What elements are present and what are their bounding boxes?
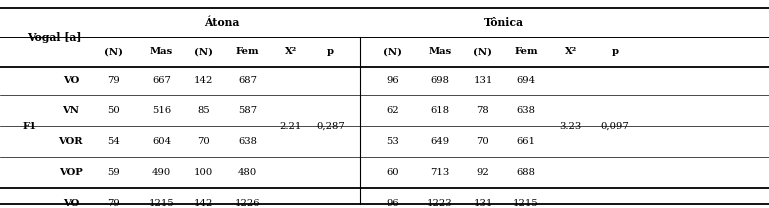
Text: 604: 604 [152,137,171,146]
Text: Átona: Átona [205,17,240,28]
Text: (N): (N) [105,47,123,57]
Text: VN: VN [62,106,79,115]
Text: Tônica: Tônica [484,17,524,28]
Text: 142: 142 [194,76,214,85]
Text: VOP: VOP [59,168,82,177]
Text: X²: X² [285,47,297,57]
Text: 2.21: 2.21 [279,122,302,131]
Text: 1223: 1223 [427,199,453,208]
Text: 100: 100 [194,168,214,177]
Text: VO: VO [62,199,79,208]
Text: Vogal [a]: Vogal [a] [27,32,81,43]
Text: 1215: 1215 [148,199,175,208]
Text: 698: 698 [431,76,449,85]
Text: p: p [611,47,619,57]
Text: 142: 142 [194,199,214,208]
Text: Fem: Fem [514,47,538,57]
Text: 54: 54 [108,137,120,146]
Text: VO: VO [62,76,79,85]
Text: Fem: Fem [236,47,259,57]
Text: 649: 649 [431,137,449,146]
Text: 70: 70 [477,137,489,146]
Text: 587: 587 [238,106,257,115]
Text: F1: F1 [22,122,36,131]
Text: 713: 713 [430,168,450,177]
Text: p: p [327,47,335,57]
Text: 618: 618 [431,106,449,115]
Text: 131: 131 [473,199,493,208]
Text: 687: 687 [238,76,257,85]
Text: 96: 96 [386,76,398,85]
Text: 638: 638 [238,137,257,146]
Text: Mas: Mas [150,47,173,57]
Text: 1226: 1226 [235,199,261,208]
Text: 59: 59 [108,168,120,177]
Text: 667: 667 [152,76,171,85]
Text: 661: 661 [517,137,535,146]
Text: 1215: 1215 [513,199,539,208]
Text: 480: 480 [238,168,258,177]
Text: Mas: Mas [428,47,451,57]
Text: (N): (N) [383,47,401,57]
Text: X²: X² [564,47,577,57]
Text: 516: 516 [152,106,171,115]
Text: 70: 70 [198,137,210,146]
Text: 131: 131 [473,76,493,85]
Text: 638: 638 [517,106,535,115]
Text: (N): (N) [474,47,492,57]
Text: 78: 78 [477,106,489,115]
Text: 53: 53 [386,137,398,146]
Text: 490: 490 [151,168,171,177]
Text: 50: 50 [108,106,120,115]
Text: 0,287: 0,287 [316,122,345,131]
Text: (N): (N) [195,47,213,57]
Text: 688: 688 [517,168,535,177]
Text: 0,097: 0,097 [601,122,630,131]
Text: 92: 92 [477,168,489,177]
Text: 694: 694 [517,76,535,85]
Text: 79: 79 [108,199,120,208]
Text: 3.23: 3.23 [560,122,581,131]
Text: 62: 62 [386,106,398,115]
Text: 79: 79 [108,76,120,85]
Text: 60: 60 [386,168,398,177]
Text: 85: 85 [198,106,210,115]
Text: VOR: VOR [58,137,83,146]
Text: 96: 96 [386,199,398,208]
